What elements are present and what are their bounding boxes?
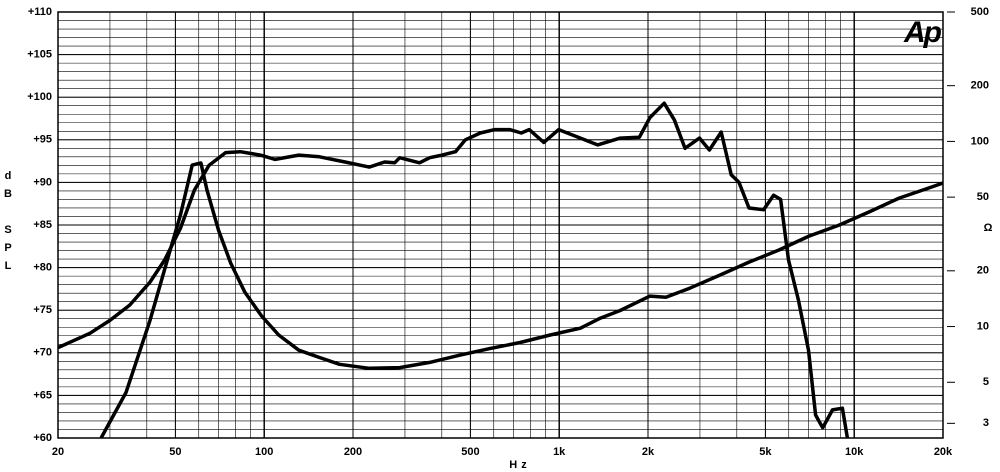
x-tick-label: 2k	[642, 446, 655, 458]
x-tick-label: 200	[344, 446, 362, 458]
y2-tick-label: 3	[983, 417, 989, 429]
y2-tick-label: 100	[971, 135, 989, 147]
y2-tick-label: 500	[971, 6, 989, 18]
y-tick-label: +75	[33, 304, 52, 316]
y2-tick-label: 10	[977, 320, 989, 332]
y-axis-label: dB SPL	[2, 170, 14, 278]
x-tick-label: 5k	[759, 446, 772, 458]
y-tick-label: +80	[33, 262, 52, 274]
series-line	[99, 161, 943, 438]
x-tick-label: 50	[169, 446, 181, 458]
y2-axis-label: Ω	[984, 222, 993, 234]
y-tick-label: +105	[27, 49, 52, 61]
x-tick-label: 500	[461, 446, 479, 458]
y-tick-label: +65	[33, 389, 52, 401]
x-tick-label: 20k	[934, 446, 953, 458]
y-tick-label: +60	[33, 432, 52, 444]
x-tick-label: 1k	[553, 446, 566, 458]
y2-tick-label: 200	[971, 80, 989, 92]
y-tick-label: +90	[33, 176, 52, 188]
y-tick-label: +95	[33, 134, 52, 146]
y-tick-label: +70	[33, 347, 52, 359]
series-line	[58, 101, 850, 438]
logo: Ap	[903, 16, 942, 49]
x-tick-label: 20	[52, 446, 64, 458]
x-tick-label: 10k	[845, 446, 864, 458]
y2-tick-label: 50	[977, 191, 989, 203]
x-tick-label: 100	[255, 446, 273, 458]
y-tick-label: +110	[28, 6, 52, 18]
y-tick-label: +100	[27, 91, 52, 103]
x-axis-label: Hz	[509, 459, 530, 471]
y2-tick-label: 20	[977, 265, 989, 277]
y-tick-label: +85	[33, 219, 52, 231]
y2-tick-label: 5	[983, 376, 989, 388]
